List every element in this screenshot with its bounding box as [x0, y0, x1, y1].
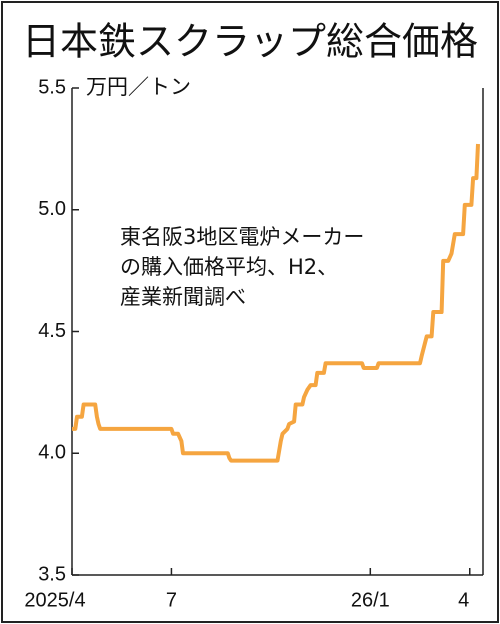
y-tick-label: 4.0 — [38, 442, 66, 464]
x-tick-label: 2025/4 — [24, 589, 85, 611]
price-line — [72, 143, 480, 463]
x-tick-label: 26/1 — [351, 589, 390, 611]
y-tick-label: 5.5 — [38, 76, 66, 98]
y-unit: 万円／トン — [86, 75, 191, 99]
chart-title: 日本鉄スクラップ総合価格 — [22, 20, 478, 64]
y-tick-label: 4.5 — [38, 320, 66, 342]
x-tick-label: 4 — [458, 589, 469, 611]
annotation: 産業新聞調べ — [120, 285, 246, 309]
annotation: 東名阪3地区電炉メーカー — [120, 225, 364, 249]
annotation: の購入価格平均、H2、 — [120, 255, 338, 279]
x-tick-label: 7 — [166, 589, 177, 611]
y-tick-label: 3.5 — [38, 563, 66, 585]
y-tick-label: 5.0 — [38, 198, 66, 220]
